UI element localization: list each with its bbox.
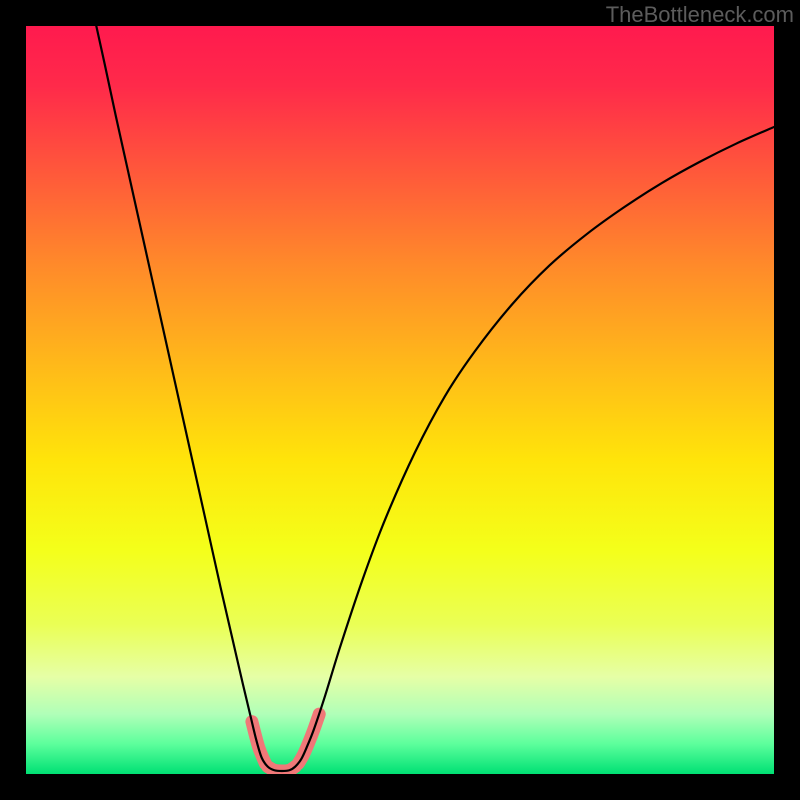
watermark-text: TheBottleneck.com [606,2,794,28]
plot-area [26,26,774,774]
chart-frame: TheBottleneck.com [0,0,800,800]
